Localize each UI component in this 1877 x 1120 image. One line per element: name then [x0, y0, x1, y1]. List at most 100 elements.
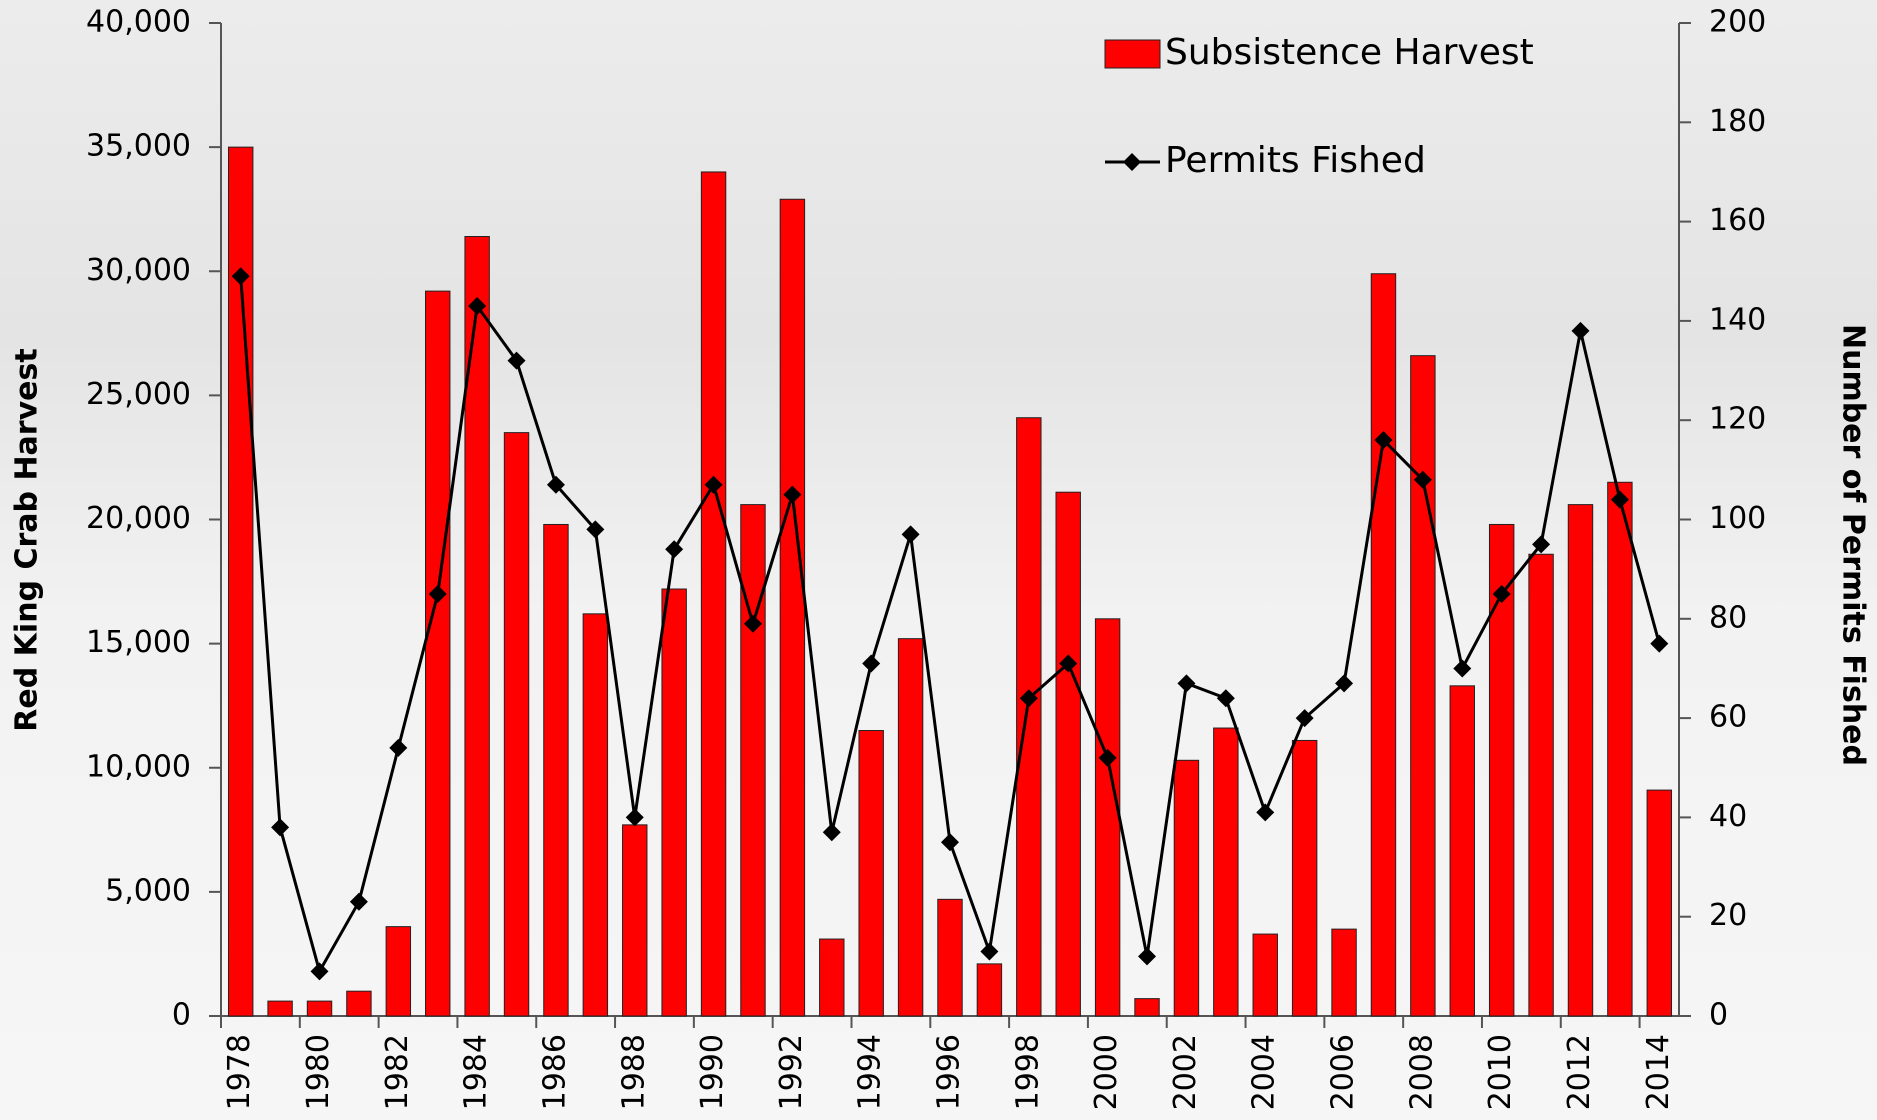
marker [1610, 490, 1629, 509]
marker [1216, 689, 1235, 708]
marker [901, 525, 920, 544]
bar [1410, 355, 1436, 1017]
bar [858, 730, 884, 1017]
y2-tick-label: 200 [1709, 5, 1766, 40]
marker [625, 808, 644, 827]
bar [1213, 727, 1239, 1017]
marker [271, 818, 290, 837]
y2-tick-label: 120 [1709, 402, 1766, 437]
y-tick-label: 15,000 [86, 625, 191, 660]
bar [1252, 933, 1278, 1017]
x-tick-label: 1990 [695, 1034, 730, 1110]
bar [779, 198, 806, 1017]
marker [1571, 321, 1590, 340]
y2-tick-label: 0 [1709, 998, 1728, 1033]
bar [1055, 491, 1081, 1017]
x-tick-label: 1996 [932, 1034, 967, 1110]
marker [1650, 634, 1669, 653]
y2-tick-label: 80 [1709, 600, 1747, 635]
x-tick-label: 1994 [853, 1034, 888, 1110]
bar [819, 938, 845, 1017]
x-tick-label: 1986 [537, 1034, 572, 1110]
marker [1335, 674, 1354, 693]
marker [468, 297, 487, 316]
marker [310, 962, 329, 981]
y2-axis-title: Number of Permits Fished [1836, 324, 1871, 766]
y2-tick-label: 20 [1709, 898, 1747, 933]
y-tick-label: 30,000 [86, 253, 191, 288]
x-tick-label: 1978 [222, 1034, 257, 1110]
y2-tick-label: 180 [1709, 104, 1766, 139]
marker [822, 823, 841, 842]
marker [507, 351, 526, 370]
marker [862, 654, 881, 673]
marker [1532, 535, 1551, 554]
bar [1528, 553, 1554, 1017]
y-tick-label: 40,000 [86, 5, 191, 40]
marker [1177, 674, 1196, 693]
x-tick-label: 2006 [1326, 1034, 1361, 1110]
marker [1256, 803, 1275, 822]
legend-marker [1123, 153, 1141, 171]
bar [464, 235, 490, 1017]
bar [897, 638, 924, 1017]
bar [503, 432, 530, 1017]
bar [1607, 481, 1633, 1017]
bar [700, 171, 727, 1017]
marker [1019, 689, 1038, 708]
bar [346, 990, 372, 1017]
y-tick-label: 20,000 [86, 501, 191, 536]
bar [1646, 789, 1673, 1017]
x-tick-label: 2002 [1168, 1034, 1203, 1110]
bar [1567, 504, 1594, 1017]
bar [385, 926, 412, 1017]
marker [1138, 947, 1157, 966]
bar [543, 523, 569, 1017]
x-tick-label: 2008 [1404, 1034, 1439, 1110]
marker [389, 738, 408, 757]
bar [1134, 998, 1160, 1017]
legend-label: Subsistence Harvest [1165, 32, 1534, 73]
marker [783, 485, 802, 504]
y-tick-label: 10,000 [86, 749, 191, 784]
y-tick-label: 0 [172, 998, 191, 1033]
y2-tick-label: 60 [1709, 700, 1747, 735]
marker [1098, 748, 1117, 767]
y2-tick-label: 160 [1709, 203, 1766, 238]
y-tick-label: 5,000 [105, 873, 191, 908]
bar [1016, 417, 1042, 1017]
bar [1370, 273, 1397, 1017]
y-tick-label: 25,000 [86, 377, 191, 412]
bar [1291, 739, 1318, 1017]
marker [980, 942, 999, 961]
marker [546, 475, 565, 494]
marker [586, 520, 605, 539]
bar [622, 824, 648, 1017]
y-tick-label: 35,000 [86, 129, 191, 164]
bar [306, 1000, 333, 1017]
marker [665, 540, 684, 559]
bar [1449, 685, 1475, 1017]
x-tick-label: 1980 [301, 1034, 336, 1110]
x-tick-label: 2010 [1483, 1034, 1518, 1110]
x-tick-label: 2012 [1562, 1034, 1597, 1110]
x-tick-label: 1982 [380, 1034, 415, 1110]
marker [941, 833, 959, 852]
marker [1413, 470, 1432, 489]
y2-tick-label: 40 [1709, 799, 1747, 834]
bar [976, 963, 1003, 1017]
bar [740, 504, 766, 1017]
bar [582, 613, 609, 1017]
bar [1094, 618, 1121, 1017]
bar [1331, 928, 1357, 1017]
legend-swatch [1104, 39, 1161, 69]
x-tick-label: 1998 [1010, 1034, 1045, 1110]
marker [1453, 659, 1472, 678]
marker [743, 614, 762, 633]
bar [1173, 759, 1200, 1017]
x-tick-label: 2014 [1641, 1034, 1676, 1110]
marker [1059, 654, 1078, 673]
bar [937, 898, 963, 1017]
